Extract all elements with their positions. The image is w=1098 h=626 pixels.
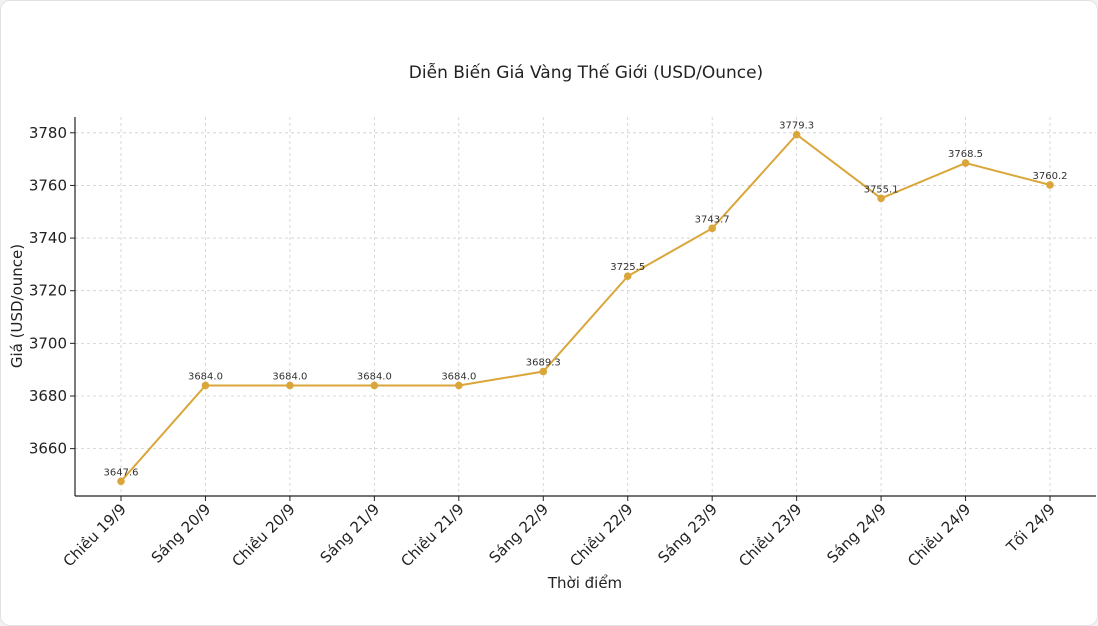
x-tick-label: Sáng 22/9 — [485, 500, 552, 567]
y-tick-label: 3740 — [29, 229, 67, 247]
data-label: 3725.5 — [610, 262, 645, 273]
x-tick-label: Chiều 23/9 — [735, 500, 805, 570]
price-line — [120, 133, 1051, 482]
x-axis-label: Thời điểm — [547, 574, 622, 592]
x-tick-label: Chiều 24/9 — [904, 500, 974, 570]
y-tick-label: 3700 — [29, 334, 67, 352]
data-point — [539, 367, 548, 376]
y-tick-label: 3760 — [29, 176, 67, 194]
y-tick-label: 3720 — [29, 282, 67, 300]
data-label: 3684.0 — [272, 371, 307, 382]
data-point — [201, 381, 210, 390]
data-label: 3743.7 — [695, 214, 730, 225]
data-point — [455, 381, 463, 390]
y-tick-label: 3680 — [29, 387, 67, 405]
data-label: 3647.6 — [104, 467, 139, 478]
y-tick-label: 3780 — [29, 124, 67, 142]
data-label: 3768.5 — [948, 149, 983, 160]
data-point — [370, 381, 379, 390]
data-label: 3779.3 — [779, 121, 814, 132]
x-tick-label: Chiều 22/9 — [566, 500, 636, 570]
data-point — [792, 130, 801, 139]
data-point — [961, 159, 970, 167]
data-point — [117, 477, 125, 486]
chart-title: Diễn Biến Giá Vàng Thế Giới (USD/Ounce) — [409, 62, 763, 83]
data-label: 3684.0 — [357, 371, 392, 382]
data-point — [1046, 181, 1054, 189]
data-point — [877, 194, 885, 203]
data-label: 3760.2 — [1033, 171, 1068, 182]
x-tick-label: Sáng 23/9 — [654, 500, 721, 567]
x-tick-label: Chiều 21/9 — [397, 500, 467, 570]
x-tick-label: Chiều 20/9 — [228, 500, 298, 570]
y-axis-label: Giá (USD/ounce) — [8, 244, 26, 368]
x-tick-label: Sáng 21/9 — [317, 500, 384, 567]
data-label: 3755.1 — [864, 184, 899, 195]
data-label: 3689.3 — [526, 358, 561, 369]
data-point — [708, 224, 716, 233]
data-point — [286, 381, 294, 390]
x-tick-label: Tối 24/9 — [1002, 500, 1059, 557]
x-tick-label: Chiều 19/9 — [60, 500, 130, 570]
data-point — [623, 272, 632, 281]
data-label: 3684.0 — [441, 371, 476, 382]
x-tick-label: Sáng 20/9 — [148, 500, 215, 567]
grid-layer — [75, 117, 1096, 496]
y-tick-label: 3660 — [29, 440, 67, 458]
x-tick-label: Sáng 24/9 — [823, 500, 890, 567]
data-label: 3684.0 — [188, 371, 223, 382]
series-layer: 3647.6 3684.0 3684.0 3684.0 3684.0 3689.3 3725… — [104, 121, 1068, 486]
